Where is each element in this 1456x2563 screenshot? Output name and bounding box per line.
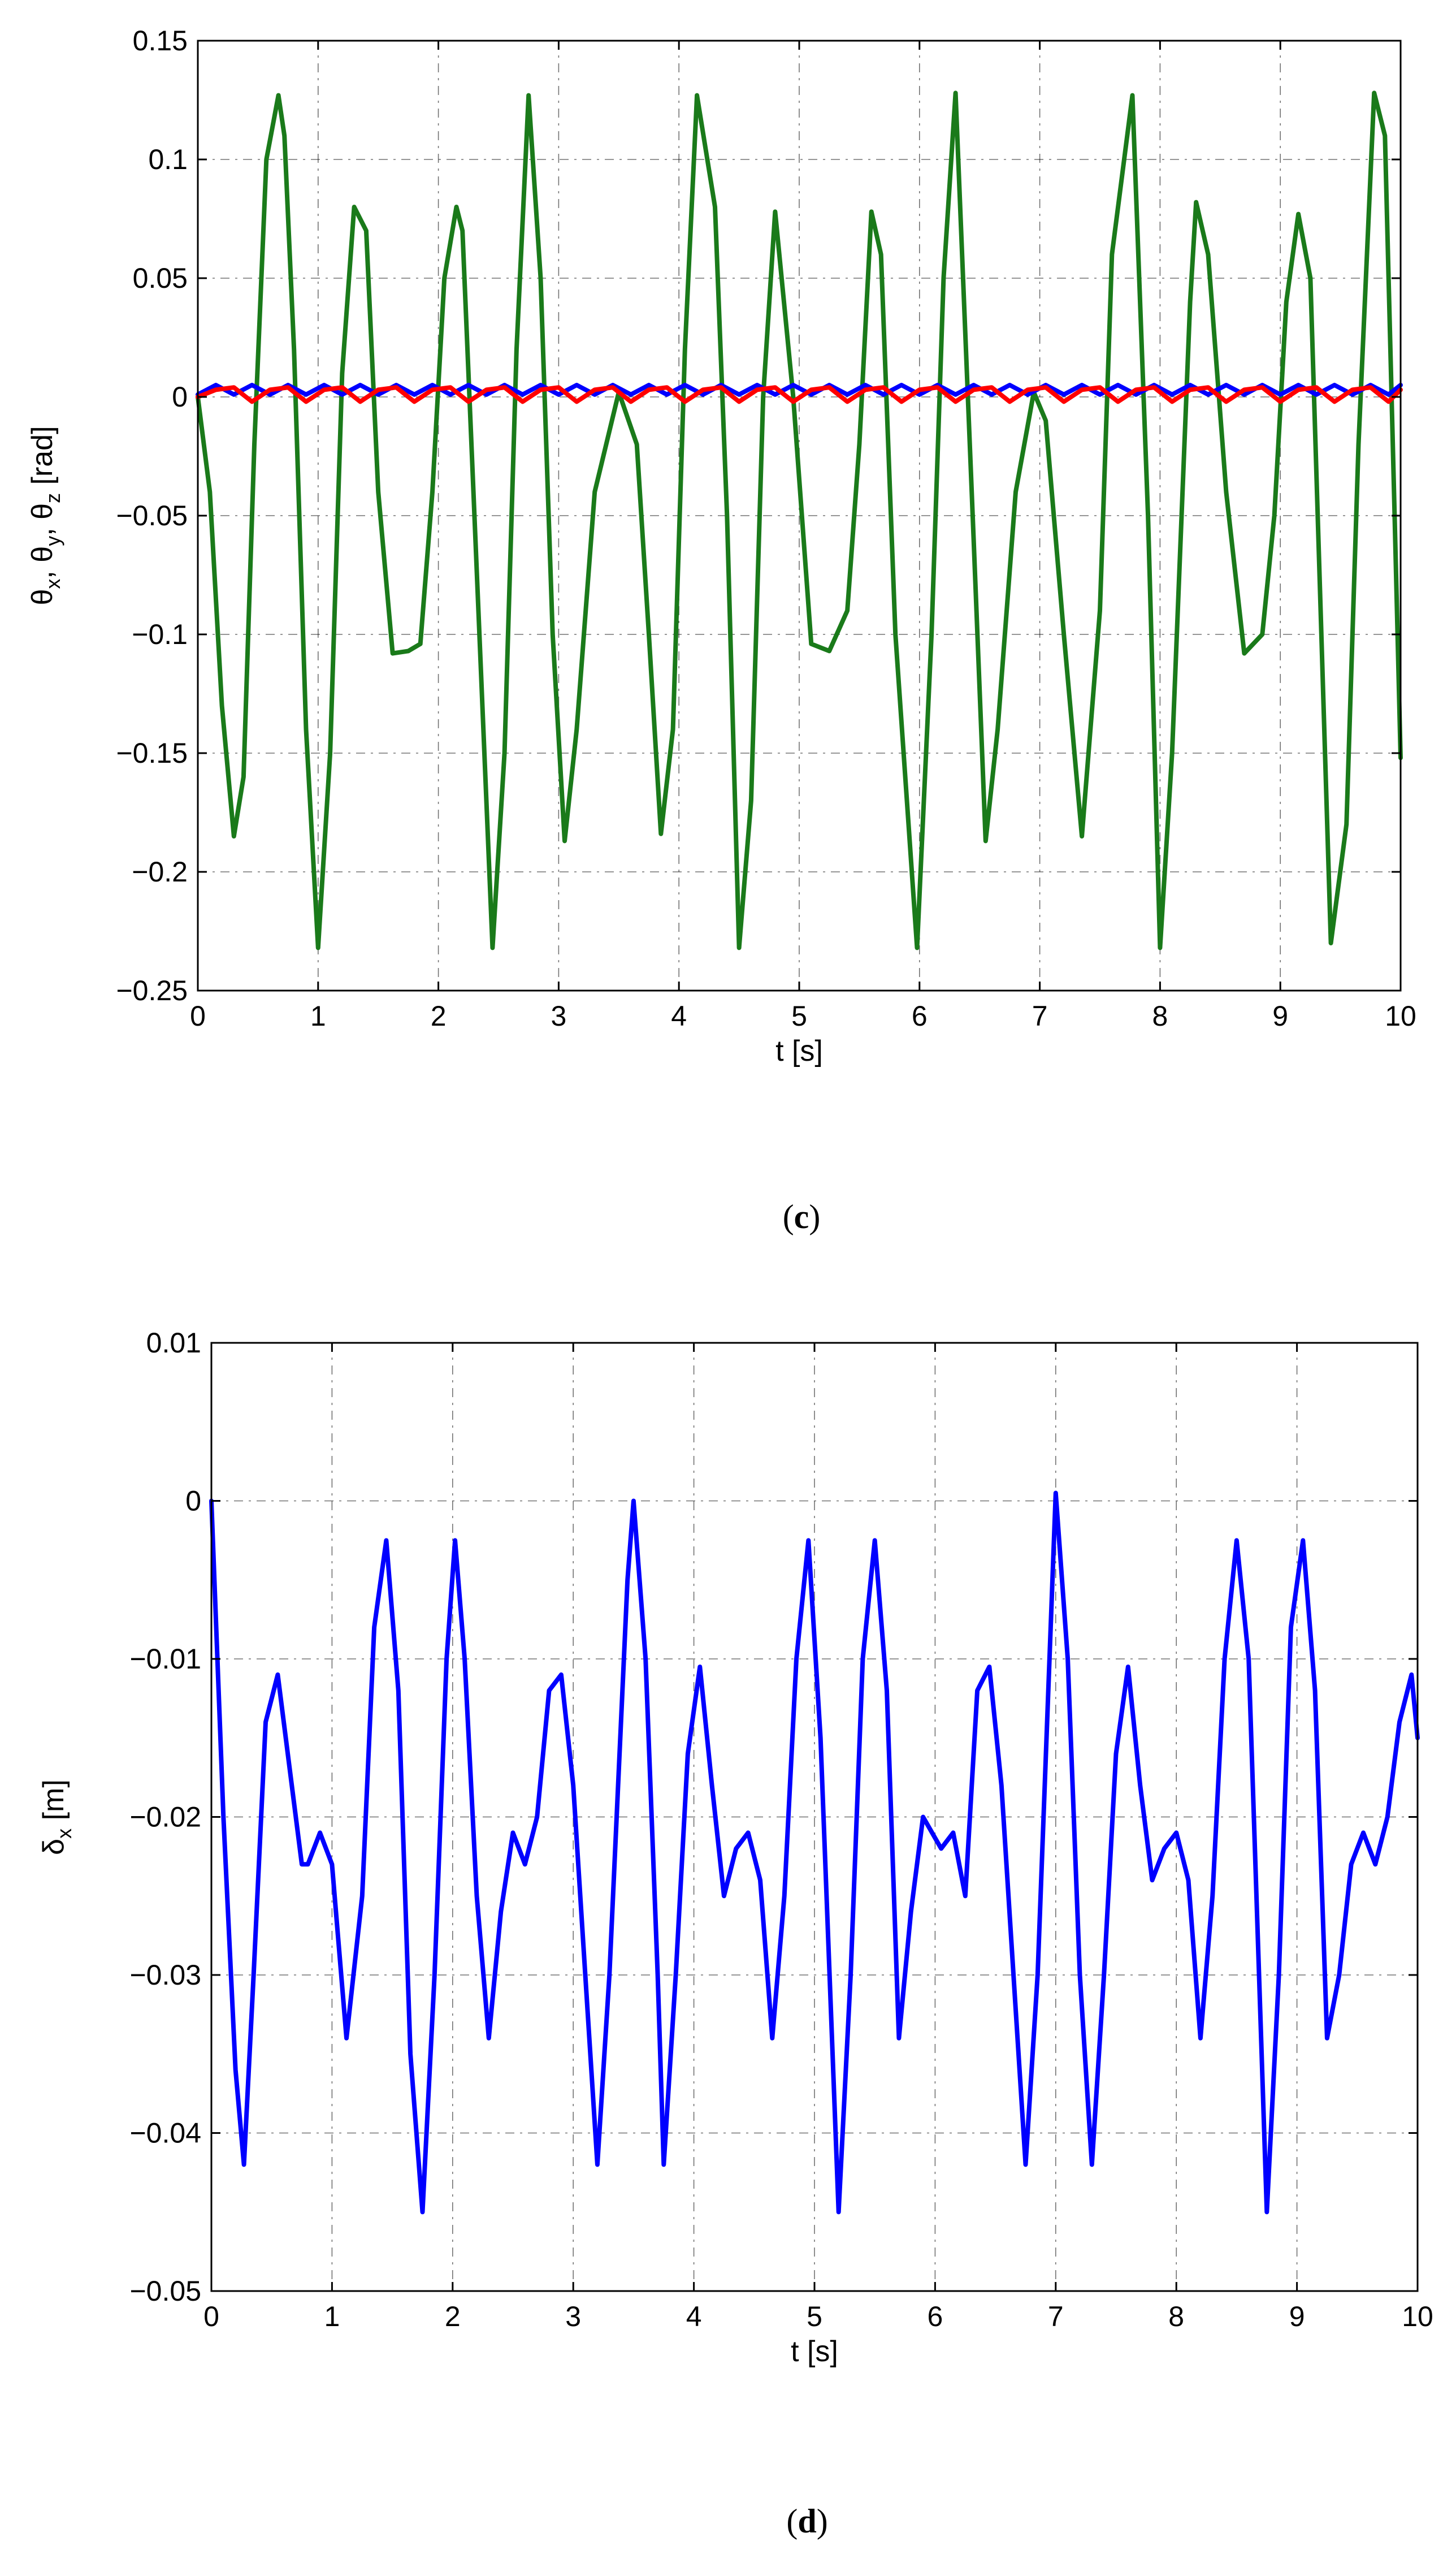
y-tick-label: −0.01	[129, 1643, 201, 1675]
x-tick-label: 6	[927, 2301, 943, 2332]
y-label-symbol: θ	[26, 589, 59, 606]
y-tick-label: 0.05	[133, 262, 188, 294]
y-tick-label: −0.25	[116, 975, 188, 1006]
chart-c: 0 1 2 3 4 5 6 7 8 9 10 −0.25 −0.2 −0.15 −0.1 −0.05 0 0.05…	[26, 25, 1416, 1067]
x-tick-label: 3	[565, 2301, 581, 2332]
y-label-symbol: δ	[37, 1839, 70, 1855]
y-tick-label: −0.15	[116, 737, 188, 769]
y-tick-label: −0.04	[129, 2117, 201, 2149]
y-label-subscript: z	[41, 493, 64, 503]
x-tick-label: 3	[551, 1000, 566, 1032]
x-tick-label: 0	[190, 1000, 206, 1032]
y-tick-label: 0.01	[146, 1327, 201, 1359]
chart-d: 0 1 2 3 4 5 6 7 8 9 10 −0.05 −0.04 −0.03 −0.02 −0.01 0 0.…	[37, 1327, 1433, 2368]
x-tick-label: 4	[686, 2301, 702, 2332]
panel-label-c: (c)	[783, 1198, 821, 1235]
x-tick-label: 2	[445, 2301, 461, 2332]
x-tick-label: 2	[431, 1000, 447, 1032]
x-tick-label: 10	[1385, 1000, 1416, 1032]
x-tick-label: 7	[1048, 2301, 1064, 2332]
series-line-2	[196, 383, 1403, 397]
y-label-text: [m]	[37, 1779, 70, 1829]
x-axis-label: t [s]	[791, 2335, 838, 2368]
panel-label-d: (d)	[786, 2503, 827, 2540]
y-tick-label: −0.2	[132, 856, 188, 888]
y-label-text: [rad]	[26, 426, 59, 493]
y-tick-label: 0	[185, 1485, 201, 1517]
series-line-1	[196, 90, 1403, 950]
y-label-symbol: θ	[26, 546, 59, 563]
y-tick-label: −0.03	[129, 1959, 201, 1991]
x-tick-label: 8	[1152, 1000, 1168, 1032]
y-axis-label: δx​ [m]	[37, 1779, 76, 1855]
y-tick-label: −0.05	[129, 2275, 201, 2307]
x-tick-label: 8	[1168, 2301, 1184, 2332]
x-tick-label: 1	[324, 2301, 340, 2332]
x-axis-label: t [s]	[775, 1035, 823, 1067]
y-label-text: ,	[26, 563, 59, 579]
y-tick-label: 0	[172, 381, 188, 413]
y-label-subscript: y	[41, 536, 64, 546]
x-tick-label: 5	[807, 2301, 822, 2332]
y-label-text: ,	[26, 520, 59, 536]
y-label-subscript: x	[53, 1829, 76, 1839]
x-tick-label: 6	[912, 1000, 928, 1032]
y-label-subscript: x	[41, 579, 64, 589]
x-tick-label: 7	[1032, 1000, 1048, 1032]
y-tick-label: 0.15	[133, 25, 188, 57]
series-line-1	[209, 1490, 1420, 2215]
y-label-symbol: θ	[26, 503, 59, 520]
x-tick-label: 0	[203, 2301, 219, 2332]
y-tick-label: −0.1	[132, 619, 188, 650]
series-line-3	[196, 385, 1403, 404]
x-tick-label: 5	[791, 1000, 807, 1032]
x-tick-label: 4	[671, 1000, 687, 1032]
x-tick-label: 9	[1289, 2301, 1305, 2332]
y-tick-label: 0.1	[148, 144, 188, 175]
y-tick-label: −0.05	[116, 500, 188, 531]
y-axis-label: θx​, θy​, θz​ [rad]	[26, 426, 64, 605]
x-tick-label: 9	[1272, 1000, 1288, 1032]
x-tick-label: 1	[310, 1000, 326, 1032]
y-tick-label: −0.02	[129, 1801, 201, 1833]
x-tick-label: 10	[1402, 2301, 1433, 2332]
